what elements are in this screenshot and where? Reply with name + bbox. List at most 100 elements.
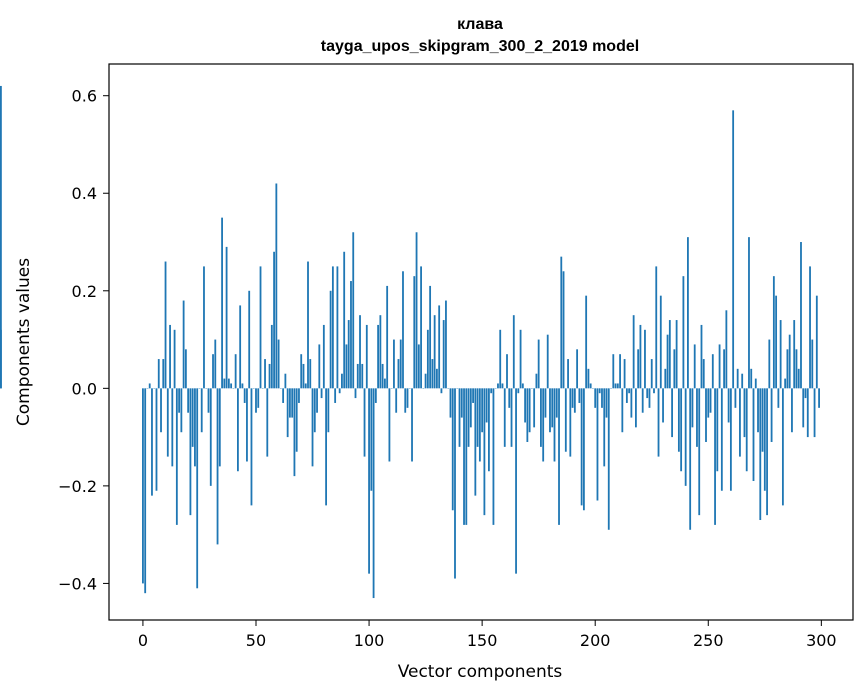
bar bbox=[250, 388, 253, 506]
bar bbox=[374, 388, 377, 403]
bar bbox=[155, 388, 158, 491]
bar bbox=[659, 295, 662, 389]
bar bbox=[331, 266, 334, 389]
bar bbox=[501, 383, 504, 389]
bar bbox=[786, 349, 789, 389]
bar bbox=[386, 285, 389, 389]
bar bbox=[720, 388, 723, 491]
bar bbox=[788, 334, 791, 389]
bar bbox=[465, 388, 468, 525]
bar bbox=[417, 344, 420, 389]
bar bbox=[286, 388, 289, 438]
bar bbox=[243, 388, 246, 403]
bar bbox=[723, 349, 726, 389]
bar bbox=[325, 388, 327, 506]
bar bbox=[413, 276, 416, 389]
bar bbox=[166, 388, 169, 457]
bar bbox=[641, 388, 644, 413]
bar bbox=[492, 388, 495, 525]
bar bbox=[293, 388, 296, 477]
bar bbox=[630, 388, 633, 418]
bar bbox=[381, 363, 384, 389]
bar bbox=[399, 339, 402, 389]
bar bbox=[707, 388, 710, 418]
bar bbox=[705, 388, 707, 442]
y-axis-label: Components values bbox=[14, 258, 34, 426]
bar bbox=[216, 388, 219, 545]
bar bbox=[345, 344, 348, 389]
y-tick-label: 0.6 bbox=[72, 87, 97, 106]
bar bbox=[655, 266, 658, 389]
x-tick-label: 250 bbox=[693, 631, 724, 650]
bar bbox=[291, 388, 294, 418]
bar bbox=[451, 388, 454, 511]
bar bbox=[709, 388, 712, 413]
bar bbox=[460, 388, 463, 418]
bar bbox=[569, 388, 572, 457]
bar bbox=[596, 388, 599, 501]
bar bbox=[223, 378, 226, 389]
y-tick-label: 0.4 bbox=[72, 184, 97, 203]
bar bbox=[225, 246, 228, 389]
bar bbox=[558, 388, 560, 525]
bar bbox=[784, 378, 787, 389]
bar bbox=[426, 329, 429, 389]
bar bbox=[535, 373, 538, 389]
bar bbox=[585, 295, 588, 389]
bar bbox=[562, 271, 565, 389]
y-axis-ticks: −0.4 −0.2 0.0 0.2 0.4 0.6 bbox=[58, 87, 109, 593]
bar bbox=[684, 388, 687, 486]
bar bbox=[169, 324, 171, 389]
bar bbox=[725, 310, 728, 389]
bar bbox=[741, 373, 744, 389]
x-tick-label: 300 bbox=[806, 631, 837, 650]
bar bbox=[571, 388, 574, 408]
bar bbox=[506, 354, 508, 389]
bar bbox=[515, 388, 517, 574]
bar bbox=[420, 266, 422, 389]
bar bbox=[603, 388, 606, 467]
bar bbox=[691, 388, 694, 428]
bar bbox=[673, 349, 676, 389]
bar bbox=[623, 359, 626, 389]
bar bbox=[576, 349, 579, 389]
bar bbox=[481, 388, 484, 433]
bar bbox=[512, 315, 515, 389]
y-tick-label: 0.2 bbox=[72, 282, 97, 301]
bar bbox=[736, 368, 739, 389]
bar bbox=[621, 388, 624, 433]
bar bbox=[754, 378, 757, 389]
bar bbox=[635, 388, 637, 428]
bar bbox=[497, 383, 499, 389]
bar bbox=[433, 315, 436, 389]
bar bbox=[668, 320, 671, 389]
bar bbox=[295, 388, 298, 452]
bar bbox=[388, 388, 391, 462]
bar bbox=[594, 388, 597, 408]
bar bbox=[804, 388, 807, 399]
bar bbox=[485, 388, 488, 423]
bar bbox=[533, 388, 536, 428]
bar bbox=[246, 388, 248, 462]
bar bbox=[474, 388, 477, 496]
bar bbox=[316, 388, 318, 413]
bar bbox=[406, 388, 409, 408]
bar bbox=[336, 266, 339, 389]
bar bbox=[411, 388, 413, 462]
bar bbox=[151, 388, 153, 496]
bar bbox=[763, 388, 766, 491]
bar bbox=[268, 363, 271, 389]
bar bbox=[637, 349, 640, 389]
bar bbox=[766, 388, 768, 516]
bar bbox=[191, 388, 194, 447]
bar bbox=[503, 388, 506, 447]
bar bbox=[560, 256, 563, 389]
bar bbox=[194, 388, 196, 467]
bar bbox=[178, 388, 181, 413]
bar bbox=[739, 388, 741, 457]
bar bbox=[644, 329, 646, 389]
bar bbox=[234, 354, 237, 389]
bar bbox=[582, 388, 585, 511]
bar bbox=[379, 315, 382, 389]
